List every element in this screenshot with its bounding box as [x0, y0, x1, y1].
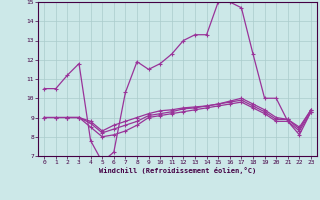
X-axis label: Windchill (Refroidissement éolien,°C): Windchill (Refroidissement éolien,°C)	[99, 167, 256, 174]
